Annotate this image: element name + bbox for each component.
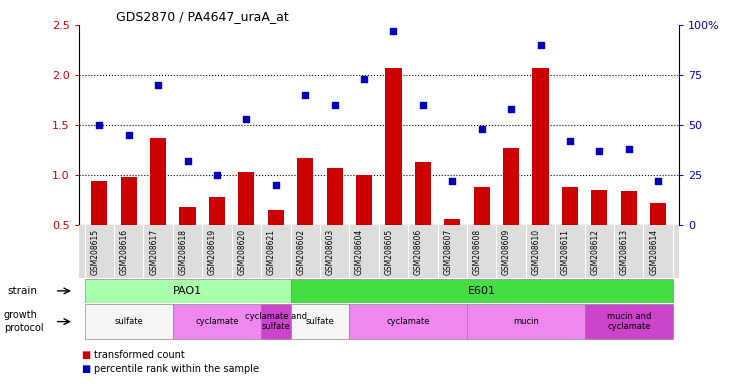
Bar xyxy=(473,187,490,225)
Text: GDS2870 / PA4647_uraA_at: GDS2870 / PA4647_uraA_at xyxy=(116,10,289,23)
Text: E601: E601 xyxy=(468,286,496,296)
Point xyxy=(593,148,605,154)
Text: PAO1: PAO1 xyxy=(173,286,202,296)
Bar xyxy=(532,68,548,225)
Point xyxy=(358,76,370,82)
Bar xyxy=(350,304,467,339)
Bar xyxy=(290,304,350,339)
Text: GSM208615: GSM208615 xyxy=(90,229,99,275)
Point xyxy=(652,178,664,184)
Text: GSM208620: GSM208620 xyxy=(238,229,247,275)
Text: ■: ■ xyxy=(82,350,94,360)
Point xyxy=(535,42,547,48)
Point xyxy=(123,132,135,138)
Text: GSM208609: GSM208609 xyxy=(502,229,511,275)
Text: GSM208616: GSM208616 xyxy=(120,229,129,275)
Bar xyxy=(326,168,343,225)
Bar xyxy=(92,181,107,225)
Point xyxy=(505,106,517,112)
Text: GSM208621: GSM208621 xyxy=(267,229,276,275)
Bar xyxy=(503,148,519,225)
Point xyxy=(93,122,105,128)
Bar xyxy=(150,138,166,225)
Bar xyxy=(261,304,290,339)
Text: GSM208602: GSM208602 xyxy=(296,229,305,275)
Bar xyxy=(467,304,585,339)
Bar xyxy=(585,304,673,339)
Bar xyxy=(290,279,673,303)
Point xyxy=(622,146,634,152)
Bar xyxy=(297,158,314,225)
Text: GSM208604: GSM208604 xyxy=(355,229,364,275)
Text: GSM208607: GSM208607 xyxy=(443,229,452,275)
Bar xyxy=(121,177,136,225)
Text: GSM208605: GSM208605 xyxy=(385,229,394,275)
Text: GSM208603: GSM208603 xyxy=(326,229,334,275)
Bar xyxy=(650,203,666,225)
Text: GSM208612: GSM208612 xyxy=(590,229,599,275)
Bar xyxy=(356,175,372,225)
Point xyxy=(564,138,576,144)
Point xyxy=(211,172,223,178)
Bar xyxy=(172,304,261,339)
Bar xyxy=(179,207,196,225)
Point xyxy=(270,182,282,188)
Text: cyclamate and
sulfate: cyclamate and sulfate xyxy=(244,312,307,331)
Bar xyxy=(621,191,637,225)
Text: cyclamate: cyclamate xyxy=(386,317,430,326)
Bar xyxy=(591,190,608,225)
Bar xyxy=(209,197,225,225)
Point xyxy=(182,158,194,164)
Point xyxy=(152,82,164,88)
Bar xyxy=(268,210,284,225)
Text: GSM208606: GSM208606 xyxy=(414,229,423,275)
Point xyxy=(446,178,458,184)
Text: GSM208614: GSM208614 xyxy=(650,229,658,275)
Text: GSM208617: GSM208617 xyxy=(149,229,158,275)
Text: cyclamate: cyclamate xyxy=(195,317,238,326)
Text: GSM208613: GSM208613 xyxy=(620,229,628,275)
Text: percentile rank within the sample: percentile rank within the sample xyxy=(94,364,259,374)
Point xyxy=(241,116,253,122)
Bar xyxy=(444,218,460,225)
Text: GSM208618: GSM208618 xyxy=(178,229,188,275)
Text: GSM208610: GSM208610 xyxy=(532,229,541,275)
Point xyxy=(328,102,340,108)
Text: strain: strain xyxy=(8,286,38,296)
Text: GSM208619: GSM208619 xyxy=(208,229,217,275)
Bar xyxy=(386,68,401,225)
Bar xyxy=(415,162,431,225)
Text: mucin: mucin xyxy=(513,317,538,326)
Text: growth
protocol: growth protocol xyxy=(4,310,44,333)
Text: ■: ■ xyxy=(82,364,94,374)
Text: GSM208608: GSM208608 xyxy=(472,229,482,275)
Point xyxy=(299,92,311,98)
Text: sulfate: sulfate xyxy=(305,317,334,326)
Point xyxy=(417,102,429,108)
Bar xyxy=(238,172,254,225)
Point xyxy=(476,126,488,132)
Text: transformed count: transformed count xyxy=(94,350,184,360)
Text: GSM208611: GSM208611 xyxy=(561,229,570,275)
Point xyxy=(388,28,400,34)
Text: sulfate: sulfate xyxy=(114,317,143,326)
Text: mucin and
cyclamate: mucin and cyclamate xyxy=(607,312,651,331)
Bar xyxy=(562,187,578,225)
Bar xyxy=(85,279,290,303)
Bar xyxy=(85,304,172,339)
